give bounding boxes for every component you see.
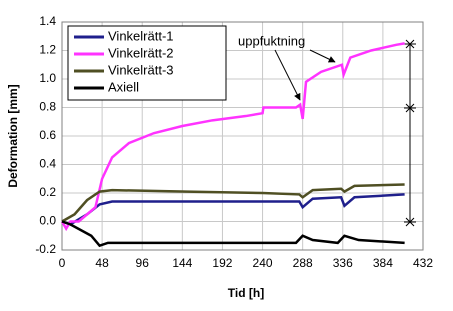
x-tick-label: 384 — [373, 256, 393, 270]
y-tick-label: 0.8 — [39, 100, 56, 114]
y-tick-label: 1.2 — [39, 43, 56, 57]
legend-label: Vinkelrätt-3 — [108, 62, 174, 77]
x-axis-title: Tid [h] — [228, 286, 264, 300]
y-tick-label: 1.4 — [39, 14, 56, 28]
annotation-arrow — [274, 49, 301, 101]
plot: -0.2 0.0 0.2 0.4 0.6 0.8 1.0 1.2 1.4 0 48 96 144 192 2… — [35, 14, 433, 270]
y-axis-title: Deformation [mm] — [6, 84, 20, 187]
x-tick-label: 288 — [293, 256, 313, 270]
annotation: uppfuktning — [238, 33, 305, 48]
x-tick-label: 336 — [333, 256, 353, 270]
y-tick-label: 0.0 — [39, 214, 56, 228]
y-tick-label: 1.0 — [39, 71, 56, 85]
line-series — [61, 193, 405, 226]
bracket-cross — [405, 217, 415, 227]
bracket-cross — [405, 39, 415, 49]
y-tick-label: 0.6 — [39, 128, 56, 142]
plot-frame — [61, 21, 424, 251]
line-series — [61, 220, 405, 248]
x-tick-label: 0 — [59, 256, 66, 270]
y-tick-label: 0.2 — [39, 185, 56, 199]
x-tick-label: 96 — [136, 256, 150, 270]
y-tick-label: -0.2 — [35, 242, 56, 256]
legend-label: Vinkelrätt-2 — [108, 45, 174, 60]
x-tick-label: 192 — [212, 256, 232, 270]
x-tick-label: 48 — [95, 256, 109, 270]
x-tick-label: 432 — [413, 256, 433, 270]
x-tick-label: 240 — [253, 256, 273, 270]
bracket-cross — [405, 103, 415, 113]
line-series — [60, 42, 405, 232]
annotation-arrow — [309, 49, 336, 63]
legend-label: Axiell — [108, 79, 139, 94]
y-tick-label: 0.4 — [39, 157, 56, 171]
legend-label: Vinkelrätt-1 — [108, 28, 174, 43]
line-series — [61, 183, 405, 223]
x-tick-label: 144 — [172, 256, 192, 270]
